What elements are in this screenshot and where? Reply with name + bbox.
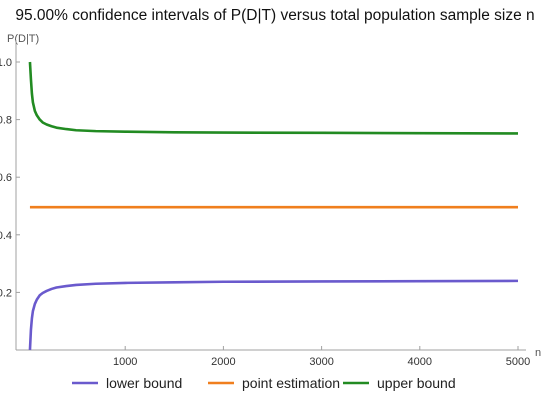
x-tick-label: 5000: [506, 356, 530, 368]
y-tick-label: 0.4: [0, 230, 12, 242]
y-tick-label: 1.0: [0, 57, 12, 69]
x-tick-label: 4000: [408, 356, 432, 368]
y-tick-label: 0.6: [0, 172, 12, 184]
x-axis-label: n: [535, 347, 541, 359]
ticks: 1000 2000 3000 4000 5000 0.2 0.4 0.6 0.8 1.0: [0, 57, 530, 368]
chart-title: 95.00% confidence intervals of P(D|T) ve…: [15, 7, 534, 24]
x-tick-label: 1000: [113, 356, 137, 368]
y-axis-label: P(D|T): [7, 33, 39, 45]
x-tick-label: 2000: [211, 356, 235, 368]
legend: lower bound point estimation upper bound: [72, 375, 456, 391]
upper-bound-line: [28, 61, 519, 135]
y-tick-label: 0.2: [0, 287, 12, 299]
y-tick-label: 0.8: [0, 115, 12, 127]
legend-label-upper-bound: upper bound: [377, 375, 456, 391]
legend-label-point-estimation: point estimation: [242, 375, 340, 391]
lower-bound-line: [28, 279, 519, 351]
x-tick-label: 3000: [309, 356, 333, 368]
series-lines: [28, 61, 519, 351]
legend-label-lower-bound: lower bound: [106, 375, 182, 391]
